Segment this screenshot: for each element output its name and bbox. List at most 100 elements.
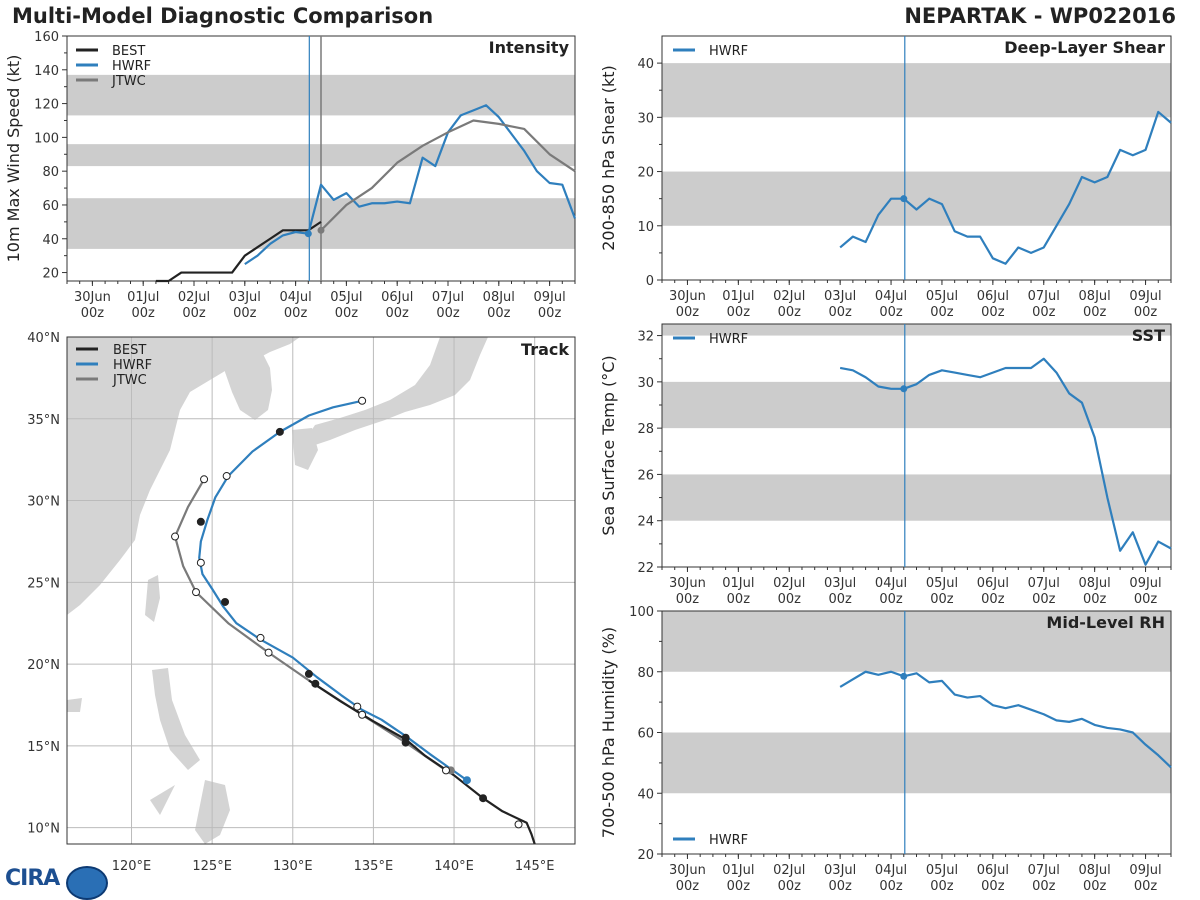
land-korea <box>220 340 272 420</box>
intensity-ytick-label: 140 <box>34 64 59 79</box>
sst-band-0 <box>662 474 1171 521</box>
land-taiwan <box>145 575 160 622</box>
shear-legend-label-hwrf: HWRF <box>709 44 748 59</box>
rh-ytick-label: 20 <box>637 848 654 863</box>
rh-xtick-label: 00z <box>1032 879 1056 894</box>
track-ytick-label: 20°N <box>27 658 60 673</box>
rh-xtick-label: 00z <box>828 879 852 894</box>
intensity-xtick-label: 09Jul <box>533 290 565 305</box>
sst-xtick-label: 00z <box>778 592 802 607</box>
track-marker-jtwc <box>264 648 273 657</box>
rh-xtick-label: 08Jul <box>1079 863 1111 878</box>
intensity-xtick-label: 01Jul <box>127 290 159 305</box>
shear-xtick-label: 00z <box>879 305 903 320</box>
sst-xtick-label: 00z <box>676 592 700 607</box>
sst-ytick-label: 30 <box>637 376 654 391</box>
intensity-ytick-label: 100 <box>34 131 59 146</box>
sst-ytick-label: 24 <box>637 515 654 530</box>
intensity-xtick-label: 30Jun <box>74 290 111 305</box>
intensity-xtick-label: 02Jul <box>178 290 210 305</box>
track-marker-hwrf <box>196 517 205 526</box>
shear-ytick-label: 20 <box>637 166 654 181</box>
track-marker-jtwc <box>192 588 201 597</box>
track-marker-hwrf <box>462 776 471 785</box>
rh-panel: 2040608010030Jun00z01Jul00z02Jul00z03Jul… <box>599 605 1172 894</box>
cira-logo: CIRA <box>5 866 60 891</box>
shear-xtick-label: 07Jul <box>1028 289 1060 304</box>
shear-xtick-label: 02Jul <box>773 289 805 304</box>
track-marker-hwrf <box>222 472 231 481</box>
sst-title: SST <box>1132 326 1165 345</box>
shear-band-1 <box>662 63 1171 118</box>
rh-xtick-label: 00z <box>1083 879 1107 894</box>
rh-xtick-label: 05Jul <box>926 863 958 878</box>
intensity-legend-label-jtwc: JTWC <box>111 74 146 89</box>
shear-xtick-label: 30Jun <box>669 289 706 304</box>
intensity-xtick-label: 00z <box>436 306 460 321</box>
sst-xtick-label: 06Jul <box>977 576 1009 591</box>
shear-current-marker <box>900 195 908 203</box>
sst-ytick-label: 28 <box>637 422 654 437</box>
shear-xtick-label: 04Jul <box>875 289 907 304</box>
intensity-xtick-label: 08Jul <box>483 290 515 305</box>
track-ytick-label: 15°N <box>27 740 60 755</box>
intensity-ytick-label: 80 <box>42 165 59 180</box>
sst-xtick-label: 05Jul <box>926 576 958 591</box>
intensity-xtick-label: 00z <box>233 306 257 321</box>
shear-xtick-label: 05Jul <box>926 289 958 304</box>
track-ytick-label: 25°N <box>27 576 60 591</box>
intensity-legend-label-hwrf: HWRF <box>112 59 151 74</box>
track-marker-best <box>479 794 488 803</box>
intensity-xtick-label: 00z <box>81 306 105 321</box>
rh-current-marker <box>900 672 908 680</box>
intensity-xtick-label: 04Jul <box>279 290 311 305</box>
track-legend-label-hwrf: HWRF <box>113 358 152 373</box>
track-xtick-label: 135°E <box>354 859 394 874</box>
track-marker-best <box>401 738 410 747</box>
track-line-jtwc <box>173 478 451 772</box>
track-marker-jtwc <box>358 710 367 719</box>
track-marker-hwrf <box>275 427 284 436</box>
shear-xtick-label: 00z <box>1083 305 1107 320</box>
rh-xtick-label: 00z <box>930 879 954 894</box>
shear-xtick-label: 00z <box>1032 305 1056 320</box>
shear-xtick-label: 08Jul <box>1079 289 1111 304</box>
track-ytick-label: 10°N <box>27 822 60 837</box>
rh-ytick-label: 80 <box>637 666 654 681</box>
sst-xtick-label: 01Jul <box>722 576 754 591</box>
intensity-ytick-label: 160 <box>34 30 59 45</box>
land-kyushu <box>292 428 318 470</box>
rh-xtick-label: 30Jun <box>669 863 706 878</box>
intensity-legend-label-best: BEST <box>112 44 145 59</box>
land-luzon <box>152 668 200 770</box>
sst-xtick-label: 00z <box>727 592 751 607</box>
shear-xtick-label: 00z <box>727 305 751 320</box>
track-marker-hwrf <box>353 702 362 711</box>
sst-ytick-label: 26 <box>637 468 654 483</box>
sst-xtick-label: 00z <box>930 592 954 607</box>
intensity-xtick-label: 05Jul <box>330 290 362 305</box>
rh-xtick-label: 00z <box>676 879 700 894</box>
shear-band-0 <box>662 171 1171 226</box>
sst-xtick-label: 08Jul <box>1079 576 1111 591</box>
track-xtick-label: 125°E <box>192 859 232 874</box>
shear-ytick-label: 0 <box>646 274 654 289</box>
intensity-panel: 2040608010012014016030Jun00z01Jul00z02Ju… <box>4 30 577 321</box>
intensity-ytick-label: 40 <box>42 233 59 248</box>
intensity-ytick-label: 60 <box>42 199 59 214</box>
track-marker-best <box>514 820 523 829</box>
track-marker-hwrf <box>221 597 230 606</box>
shear-xtick-label: 00z <box>981 305 1005 320</box>
track-ytick-label: 40°N <box>27 331 60 346</box>
page-title: Multi-Model Diagnostic Comparison <box>12 4 434 28</box>
storm-title: NEPARTAK - WP022016 <box>904 4 1176 28</box>
land-palawan <box>150 785 175 815</box>
shear-xtick-label: 00z <box>930 305 954 320</box>
intensity-xtick-label: 00z <box>386 306 410 321</box>
shear-xtick-label: 01Jul <box>722 289 754 304</box>
rh-ytick-label: 40 <box>637 787 654 802</box>
track-marker-jtwc <box>171 532 180 541</box>
track-marker-jtwc <box>441 766 450 775</box>
sst-xtick-label: 00z <box>828 592 852 607</box>
shear-xtick-label: 03Jul <box>824 289 856 304</box>
